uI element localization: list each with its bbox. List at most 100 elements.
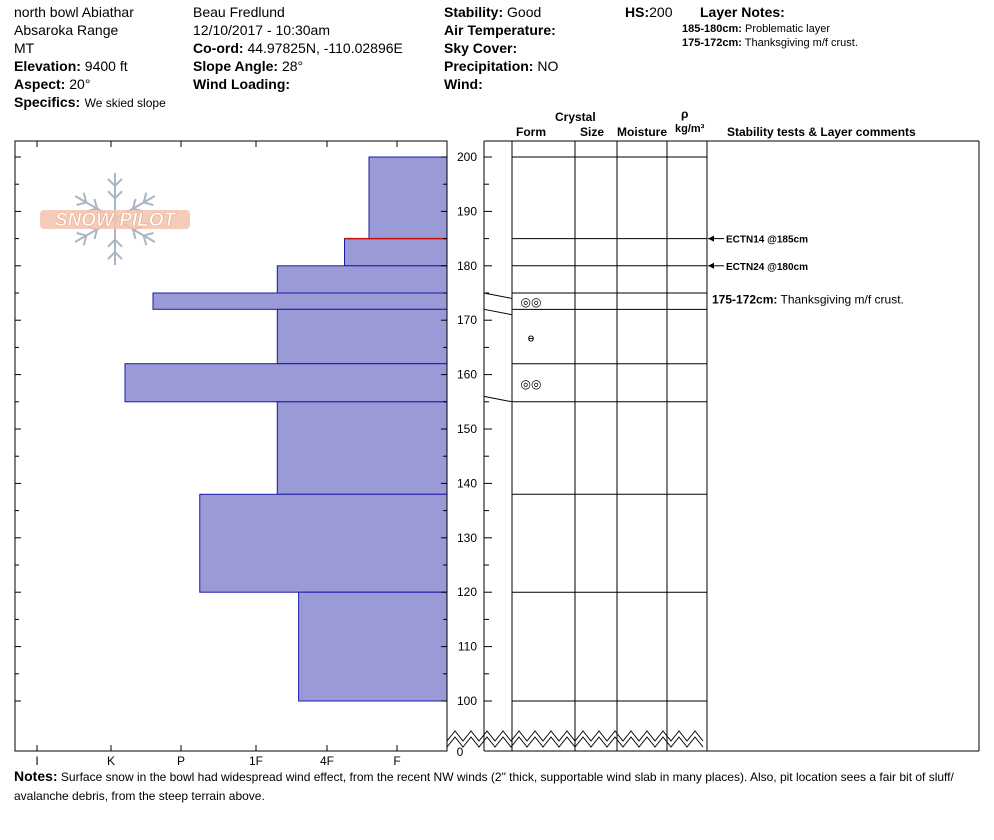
layer-connector	[483, 308, 513, 316]
snowflake-branch	[107, 190, 116, 200]
snowflake-branch	[76, 201, 87, 206]
slope-angle: Slope Angle: 28°	[193, 59, 303, 73]
snowflake-branch	[93, 229, 99, 240]
hs-value: 200	[649, 4, 673, 20]
notes-label: Notes:	[14, 768, 58, 784]
layer-comment-text: Thanksgiving m/f crust.	[777, 292, 904, 306]
x-tick-label: P	[177, 754, 185, 768]
wind-label: Wind:	[444, 76, 483, 92]
y-tick-label: 200	[457, 150, 477, 164]
aspect-label: Aspect:	[14, 76, 66, 92]
axis-break-upper	[446, 730, 704, 742]
crystal-header: Crystal	[555, 110, 596, 124]
snowflake-branch	[114, 178, 123, 187]
slope-value: 28°	[281, 58, 304, 74]
y-break-label: 0	[457, 745, 464, 759]
hardness-bar	[298, 591, 448, 702]
moisture-header: Moisture	[617, 125, 668, 139]
coord-label: Co-ord:	[193, 40, 244, 56]
y-tick-label: 170	[457, 313, 477, 327]
aspect: Aspect: 20°	[14, 77, 90, 91]
air-temp-label: Air Temperature:	[444, 22, 556, 38]
snowflake-branch	[142, 192, 148, 203]
layer-note-text: Problematic layer	[745, 23, 830, 35]
elevation-value: 9400 ft	[84, 58, 128, 74]
stability-test-label: ECTN14 @185cm	[726, 235, 808, 246]
snowflake-branch	[107, 178, 116, 187]
specifics-label: Specifics:	[14, 94, 81, 110]
y-tick-label: 190	[457, 204, 477, 218]
snowflake-branch	[114, 251, 123, 260]
elevation: Elevation: 9400 ft	[14, 59, 128, 73]
snowflake-branch	[142, 235, 148, 246]
hardness-bar	[368, 156, 448, 240]
stability-tests-header: Stability tests & Layer comments	[727, 125, 916, 139]
y-tick-label: 120	[457, 585, 477, 599]
hardness-bar	[344, 238, 448, 267]
arrow-head-icon	[708, 235, 714, 242]
hardness-bar	[124, 363, 448, 403]
x-tick-label: 4F	[320, 754, 334, 768]
layer-note-range: 175-172cm:	[682, 37, 742, 49]
range: Absaroka Range	[14, 22, 119, 38]
x-tick-label: I	[35, 754, 38, 768]
y-tick-label: 140	[457, 476, 477, 490]
y-tick-label: 160	[457, 368, 477, 382]
snowflake-branch	[82, 235, 88, 246]
snowflake-branch	[114, 190, 123, 200]
location: north bowl Abiathar	[14, 4, 134, 20]
elevation-label: Elevation:	[14, 58, 81, 74]
layer-comment-range: 175-172cm:	[712, 292, 777, 306]
size-header: Size	[580, 125, 605, 139]
x-tick-label: F	[393, 754, 400, 768]
y-tick-label: 180	[457, 259, 477, 273]
form-header: Form	[516, 125, 546, 139]
snowflake-branch	[107, 251, 116, 260]
hs-label: HS:	[625, 4, 650, 20]
layer-connector	[483, 395, 513, 403]
specifics-value: We skied slope	[84, 96, 166, 110]
datetime: 12/10/2017 - 10:30am	[193, 22, 330, 38]
stability-test-label: ECTN24 @180cm	[726, 262, 808, 273]
snowflake-branch	[76, 232, 87, 237]
snowflake-branch	[131, 198, 137, 209]
notes: Notes: Surface snow in the bowl had wide…	[14, 767, 984, 806]
crystal-form-symbol: ◎◎	[521, 377, 542, 391]
snowflake-branch	[143, 232, 154, 237]
snowflake-branch	[131, 229, 137, 240]
snowflake-branch	[82, 192, 88, 203]
arrow-head-icon	[708, 262, 714, 269]
coord-value: 44.97825N, -110.02896E	[247, 40, 403, 56]
notes-text: Surface snow in the bowl had widespread …	[14, 770, 954, 803]
hardness-bar	[276, 265, 448, 294]
crystal-form-symbol: ◎◎	[521, 295, 542, 309]
snowflake-branch	[93, 198, 99, 209]
precip-label: Precipitation:	[444, 58, 534, 74]
hardness-plot-frame	[14, 140, 448, 752]
crystal-form-symbol: ɵ	[528, 332, 535, 345]
y-tick-label: 110	[458, 640, 477, 654]
stability-label: Stability:	[444, 4, 504, 20]
x-tick-label: 1F	[249, 754, 263, 768]
logo-text: SNOW PILOT	[55, 210, 177, 231]
layer-note-range: 185-180cm:	[682, 23, 742, 35]
hardness-bar	[152, 292, 448, 310]
hardness-bar	[276, 308, 448, 365]
hardness-bar	[276, 401, 448, 495]
y-tick-label: 130	[457, 531, 477, 545]
y-tick-label: 100	[457, 694, 477, 708]
snowflake-branch	[114, 238, 123, 248]
layer-note-text: Thanksgiving m/f crust.	[744, 37, 858, 49]
aspect-value: 20°	[69, 76, 91, 92]
wind-loading-label: Wind Loading:	[193, 76, 291, 92]
rho-header: ρ	[681, 107, 689, 121]
layer-note-2: 175-172cm: Thanksgiving m/f crust.	[682, 38, 858, 49]
y-tick-label: 150	[457, 422, 477, 436]
snowpilot-logo: SNOW PILOT	[40, 173, 190, 265]
layer-notes-label: Layer Notes:	[700, 4, 785, 20]
specifics: Specifics: We skied slope	[14, 95, 166, 111]
hs: HS:200	[625, 5, 672, 19]
layer-note-1: 185-180cm: Problematic layer	[682, 24, 830, 35]
hardness-bar	[199, 493, 448, 593]
